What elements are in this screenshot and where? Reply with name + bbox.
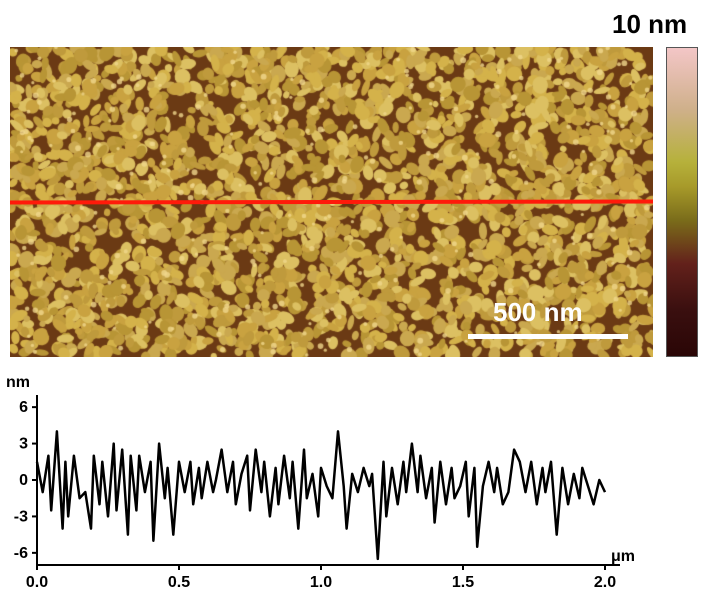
x-tick-label: 0.5 [168,574,190,591]
x-tick-label: 2.0 [594,574,616,591]
x-tick-label: 1.0 [310,574,332,591]
height-colorbar [666,47,698,357]
scale-bar-label: 500 nm [493,297,583,327]
scale-bar [468,334,628,339]
colorbar-max-label: 10 nm [612,9,688,39]
y-tick-label: 0 [19,472,28,489]
y-tick-group: 6 3 0 -3 -6 [14,399,37,562]
x-tick-group: 0.0 0.5 1.0 1.5 2.0 [26,565,616,591]
profile-series-line [35,430,607,561]
x-tick-label: 1.5 [452,574,474,591]
x-tick-label: 0.0 [26,574,48,591]
y-tick-label: -6 [14,545,28,562]
y-tick-label: 6 [19,399,28,416]
y-tick-label: 3 [19,436,28,453]
afm-topography-image: 500 nm [9,47,654,357]
y-unit-label: nm [6,374,30,391]
x-unit-label: μm [611,548,635,565]
y-tick-label: -3 [14,508,28,525]
height-profile-chart: nm μm 6 3 0 -3 -6 0.0 0.5 1.0 1.5 2.0 [6,374,635,591]
